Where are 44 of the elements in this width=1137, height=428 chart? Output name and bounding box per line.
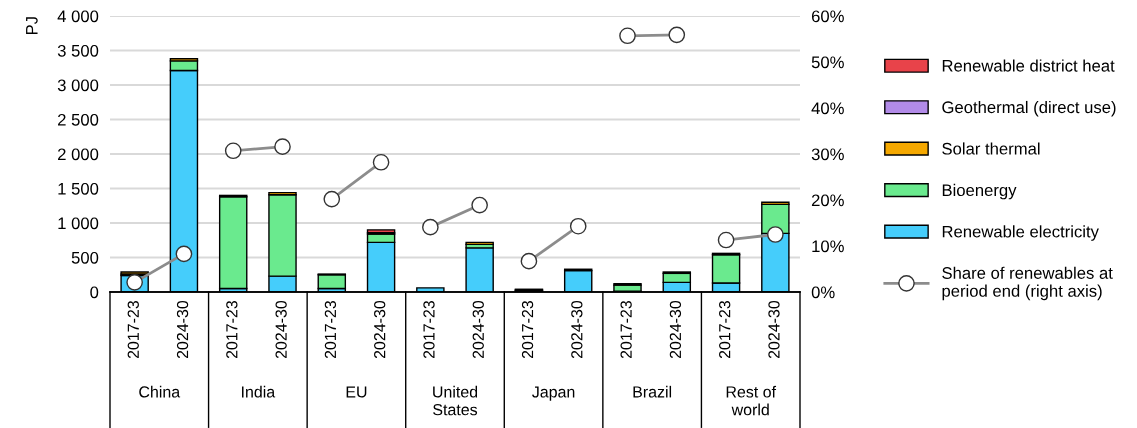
y2-tick-label: 50% [811,56,844,69]
x-tick-label: 2017-23 [521,300,534,359]
y2-tick-label: 0% [811,286,835,299]
text: Brazil [633,385,672,398]
y-tick-label: 1 500 [58,182,99,195]
legend-label: Share of renewables at period end (right axis) [942,266,1113,301]
y-tick-label: 2 500 [58,113,99,126]
y2-tick-label: 60% [811,10,844,23]
x-tick-label: 2017-23 [423,300,435,359]
y2-tick-label: 10% [812,240,844,253]
y-tick-label: 4 000 [57,10,99,23]
x-tick-label: 2017-23 [620,300,632,359]
text: Japan [532,386,575,401]
text: China [139,385,181,398]
text: United States [433,385,478,416]
legend-label: Renewable district heat [942,59,1115,72]
legend-label: Geothermal (direct use) [942,100,1116,117]
y-axis-title: PJ [26,17,38,35]
y2-tick-label: 40% [811,102,844,115]
x-tick-label: 2024-30 [472,300,484,359]
y-tick-label: 2 000 [58,148,99,161]
x-tick-label: 2024-30 [374,300,386,359]
x-tick-label: 2024-30 [768,300,780,359]
x-tick-label: 2017-23 [719,300,731,359]
y2-tick-label: 30% [811,148,844,161]
text: India [242,385,276,398]
x-tick-label: 2017-23 [324,300,337,359]
text: EU [346,386,367,398]
x-tick-label: 2024-30 [571,300,583,359]
x-tick-label: 2024-30 [176,300,189,359]
y-tick-label: 3 000 [57,79,99,92]
x-tick-label: 2017-23 [127,300,139,359]
x-tick-label: 2024-30 [275,300,287,359]
y-tick-label: 1 000 [58,217,99,230]
y-tick-label: 3 500 [57,44,99,57]
legend-label: Bioenergy [942,183,1017,200]
legend-label: Solar thermal [942,142,1040,155]
y2-tick-label: 20% [811,194,844,207]
text: Rest of world [726,385,777,416]
x-tick-label: 2024-30 [669,300,682,359]
x-tick-label: 2017-23 [226,300,238,359]
y-tick-label: 500 [71,251,99,264]
legend-label: Renewable electricity [942,225,1099,241]
y-tick-label: 0 [90,286,99,299]
